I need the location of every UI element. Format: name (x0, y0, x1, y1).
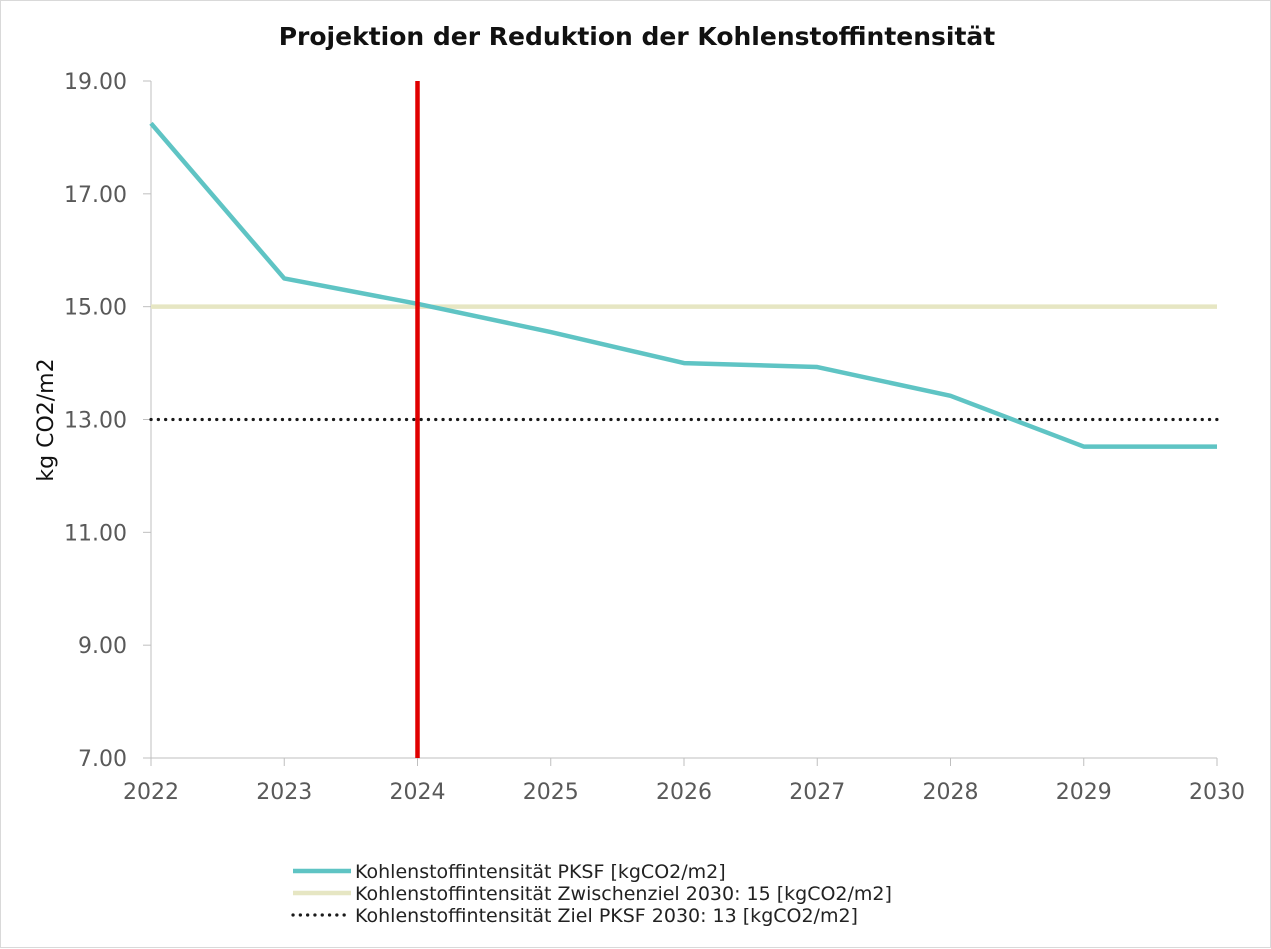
x-tick-label: 2027 (789, 780, 845, 805)
series-layer (149, 81, 1219, 758)
x-tick-label: 2022 (123, 780, 179, 805)
y-tick-label: 9.00 (78, 634, 127, 659)
x-tick-label: 2026 (656, 780, 712, 805)
y-tick-label: 15.00 (64, 296, 127, 321)
y-tick-label: 13.00 (64, 409, 127, 434)
legend: Kohlenstoffintensität PKSF [kgCO2/m2]Koh… (291, 861, 892, 927)
x-tick-label: 2030 (1189, 780, 1245, 805)
x-tick-label: 2028 (923, 780, 979, 805)
y-tick-label: 17.00 (64, 183, 127, 208)
x-tick-label: 2029 (1056, 780, 1112, 805)
x-tick-label: 2023 (256, 780, 312, 805)
series-line-0 (149, 121, 1217, 449)
legend-label-0: Kohlenstoffintensität PKSF [kgCO2/m2] (355, 861, 726, 883)
axes: 7.00 9.00 11.00 13.00 15.00 17.00 19.00 2022 202… (64, 70, 1245, 805)
y-tick-label: 11.00 (64, 521, 127, 546)
y-axis-label: kg CO2/m2 (34, 358, 59, 481)
y-tick-label: 19.00 (64, 70, 127, 95)
y-tick-label: 7.00 (78, 747, 127, 772)
x-tick-label: 2025 (523, 780, 579, 805)
legend-label-2: Kohlenstoffintensität Ziel PKSF 2030: 13… (355, 905, 858, 927)
chart-title: Projektion der Reduktion der Kohlenstoff… (279, 22, 996, 51)
legend-label-1: Kohlenstoffintensität Zwischenziel 2030:… (355, 883, 892, 905)
x-tick-label: 2024 (390, 780, 446, 805)
